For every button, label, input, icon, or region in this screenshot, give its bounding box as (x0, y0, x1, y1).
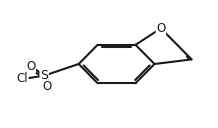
Text: Cl: Cl (16, 72, 28, 85)
Text: O: O (156, 22, 165, 35)
Text: O: O (42, 80, 51, 93)
Text: O: O (26, 60, 35, 73)
Text: S: S (40, 69, 48, 82)
